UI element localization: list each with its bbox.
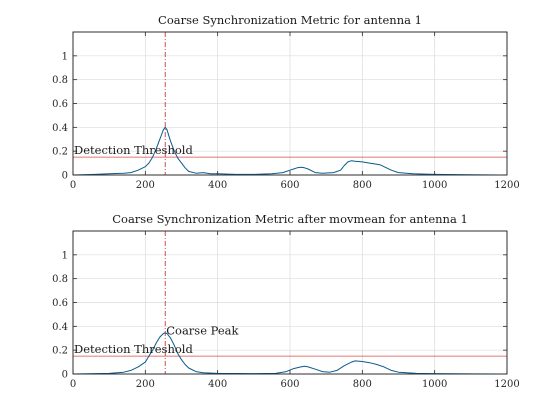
x-tick-label: 600 bbox=[280, 180, 299, 191]
metric-series-line bbox=[72, 126, 500, 176]
subplot-1: 0 200 400 600 800 1000 1200 0 0.2 0.4 0.6 0.8 1 Coars… bbox=[52, 13, 520, 191]
x-tick-label: 1000 bbox=[422, 379, 447, 390]
y-tick-label: 0.2 bbox=[52, 147, 68, 158]
chart-title: Coarse Synchronization Metric after movm… bbox=[112, 212, 468, 226]
y-tick-label: 0 bbox=[62, 370, 68, 381]
metric-series-line bbox=[72, 332, 500, 375]
x-tick-label: 200 bbox=[136, 379, 155, 390]
x-tick-label: 400 bbox=[208, 180, 227, 191]
y-tick-label: 1 bbox=[62, 250, 68, 261]
y-tick-label: 0.8 bbox=[52, 274, 68, 285]
x-tick-label: 200 bbox=[136, 180, 155, 191]
y-tick-label: 0.6 bbox=[52, 298, 68, 309]
chart-title: Coarse Synchronization Metric for antenn… bbox=[158, 13, 422, 27]
x-tick-label: 800 bbox=[353, 180, 372, 191]
threshold-label: Detection Threshold bbox=[74, 143, 193, 157]
threshold-label: Detection Threshold bbox=[74, 342, 193, 356]
x-tick-label: 1200 bbox=[494, 379, 519, 390]
y-tick-label: 0.4 bbox=[52, 322, 68, 333]
peak-label: Coarse Peak bbox=[166, 324, 239, 338]
y-tick-label: 0 bbox=[62, 171, 68, 182]
y-tick-label: 0.6 bbox=[52, 99, 68, 110]
x-tick-label: 800 bbox=[353, 379, 372, 390]
x-tick-label: 400 bbox=[208, 379, 227, 390]
x-tick-label: 0 bbox=[70, 379, 76, 390]
y-tick-label: 0.2 bbox=[52, 346, 68, 357]
x-tick-label: 1200 bbox=[494, 180, 519, 191]
y-tick-label: 1 bbox=[62, 51, 68, 62]
x-tick-label: 1000 bbox=[422, 180, 447, 191]
x-tick-label: 0 bbox=[70, 180, 76, 191]
y-tick-label: 0.8 bbox=[52, 75, 68, 86]
y-tick-label: 0.4 bbox=[52, 123, 68, 134]
subplot-2: 0 200 400 600 800 1000 1200 0 0.2 0.4 0.6 0.8 1 Coars… bbox=[52, 212, 520, 390]
x-tick-label: 600 bbox=[280, 379, 299, 390]
